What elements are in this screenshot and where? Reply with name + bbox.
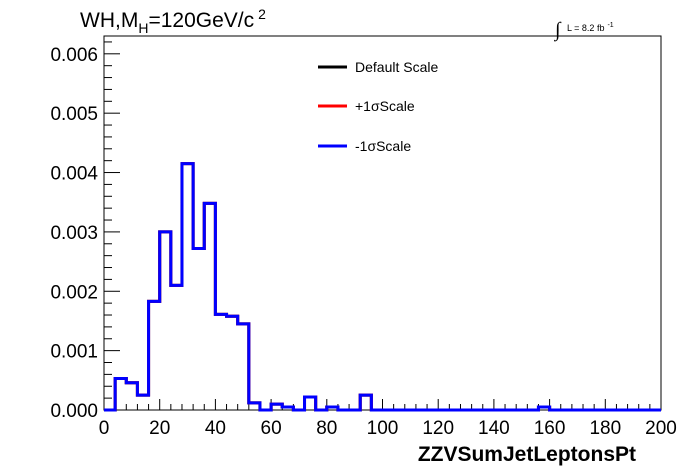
- y-tick-label: 0.000: [50, 401, 98, 422]
- legend: Default Scale +1σScale -1σScale: [318, 59, 438, 154]
- y-tick-label: 0.003: [50, 223, 98, 244]
- series-line-2: [104, 162, 661, 412]
- series-line-0: [104, 162, 661, 412]
- y-tick-label: 0.001: [50, 342, 98, 363]
- x-tick-label: 160: [534, 418, 566, 439]
- x-tick-label: 80: [316, 418, 337, 439]
- title-superscript: 2: [258, 6, 266, 22]
- x-tick-label: 40: [205, 418, 226, 439]
- legend-label-default-scale: Default Scale: [355, 59, 438, 75]
- x-axis-ticks: 0 20 40 60 80 100 120 140 160 180 200: [99, 399, 677, 439]
- lumi-superscript: -1: [607, 22, 613, 29]
- series-line-1: [104, 162, 661, 412]
- y-tick-label: 0.006: [50, 45, 98, 66]
- x-tick-label: 140: [478, 418, 510, 439]
- x-tick-label: 20: [149, 418, 170, 439]
- x-tick-label: 60: [261, 418, 282, 439]
- y-tick-label: 0.004: [50, 164, 98, 185]
- x-axis-label: ZZVSumJetLeptonsPt: [418, 443, 636, 466]
- x-tick-label: 180: [589, 418, 621, 439]
- lumi-text: L = 8.2 fb: [567, 23, 604, 33]
- chart-title: WH,MH=120GeV/c 2: [80, 6, 266, 36]
- lumi-label: L = 8.2 fb -1: [567, 22, 614, 33]
- y-tick-label: 0.005: [50, 104, 98, 125]
- legend-label-minus-sigma: -1σScale: [355, 138, 411, 154]
- x-tick-label: 100: [367, 418, 399, 439]
- x-tick-label: 120: [422, 418, 454, 439]
- title-subscript: H: [138, 20, 148, 36]
- title-main: WH,M: [80, 9, 138, 32]
- title-rest: =120GeV/c: [148, 9, 254, 32]
- x-tick-label: 0: [99, 418, 110, 439]
- legend-label-plus-sigma: +1σScale: [355, 98, 415, 114]
- series-layer: [104, 162, 661, 412]
- lumi-integral-sign: ∫: [553, 19, 562, 42]
- y-tick-label: 0.002: [50, 282, 98, 303]
- y-axis-ticks: 0.000 0.001 0.002 0.003 0.004 0.005 0.006: [50, 41, 120, 422]
- x-tick-label: 200: [645, 418, 677, 439]
- plot-frame: [103, 35, 662, 411]
